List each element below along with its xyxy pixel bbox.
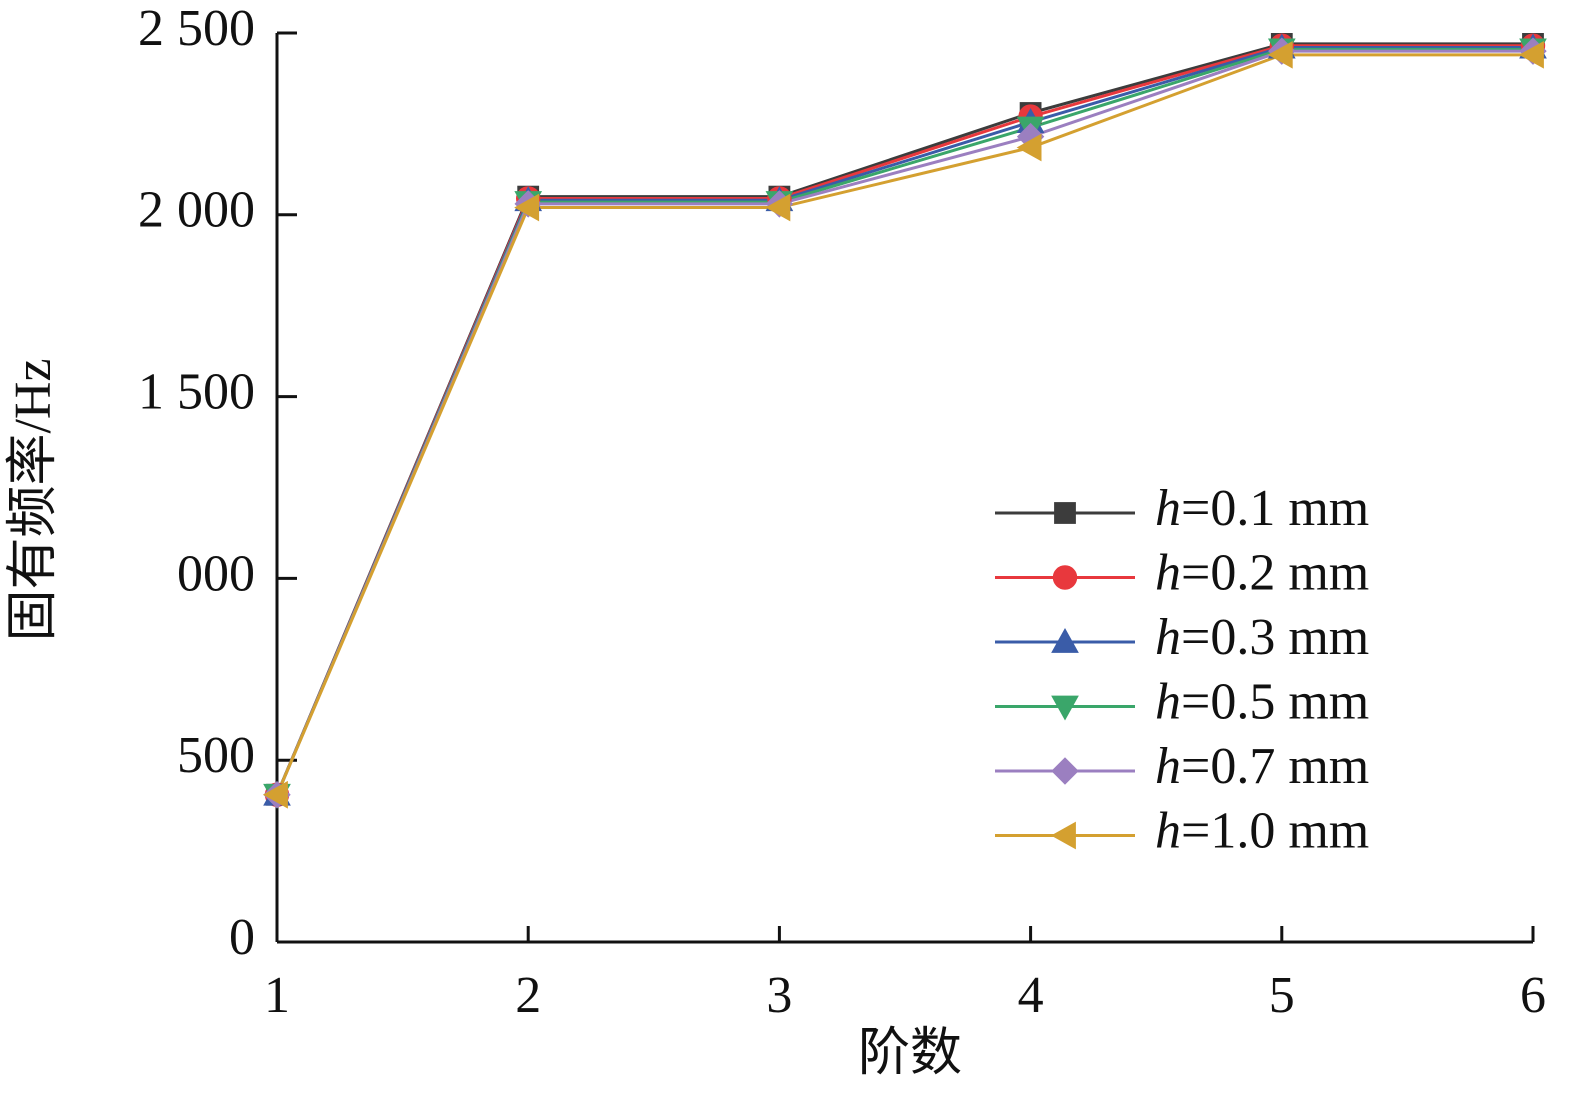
y-tick-label: 1 500: [138, 364, 255, 421]
marker: [1016, 133, 1042, 162]
x-tick-label: 4: [1018, 967, 1044, 1024]
legend-label: h=0.5 mm: [1155, 673, 1369, 730]
marker: [1518, 40, 1544, 69]
legend-label: h=0.2 mm: [1155, 544, 1369, 601]
legend-label: h=0.1 mm: [1155, 480, 1369, 537]
x-tick-label: 3: [766, 967, 792, 1024]
marker: [1052, 565, 1078, 590]
marker: [1054, 502, 1076, 524]
legend-label: h=0.7 mm: [1155, 738, 1369, 795]
x-tick-label: 5: [1269, 967, 1295, 1024]
legend-label: h=1.0 mm: [1155, 802, 1369, 859]
marker: [1050, 821, 1076, 850]
marker: [1051, 627, 1079, 653]
x-tick-label: 1: [264, 967, 290, 1024]
marker: [514, 193, 540, 222]
y-tick-label: 000: [177, 545, 255, 602]
x-tick-label: 6: [1520, 967, 1546, 1024]
y-tick-label: 0: [229, 909, 255, 966]
y-axis-label: 固有频率/Hz: [5, 358, 62, 641]
marker: [1267, 40, 1293, 69]
y-tick-label: 2 000: [138, 182, 255, 239]
marker: [262, 780, 288, 809]
x-axis-label: 阶数: [858, 1025, 962, 1082]
legend-label: h=0.3 mm: [1155, 609, 1369, 666]
y-tick-label: 2 500: [138, 0, 255, 57]
y-tick-label: 500: [177, 727, 255, 784]
marker: [1051, 695, 1079, 721]
marker: [765, 193, 791, 222]
x-tick-label: 2: [515, 967, 541, 1024]
series-line: [275, 53, 1533, 796]
marker: [1051, 757, 1079, 785]
